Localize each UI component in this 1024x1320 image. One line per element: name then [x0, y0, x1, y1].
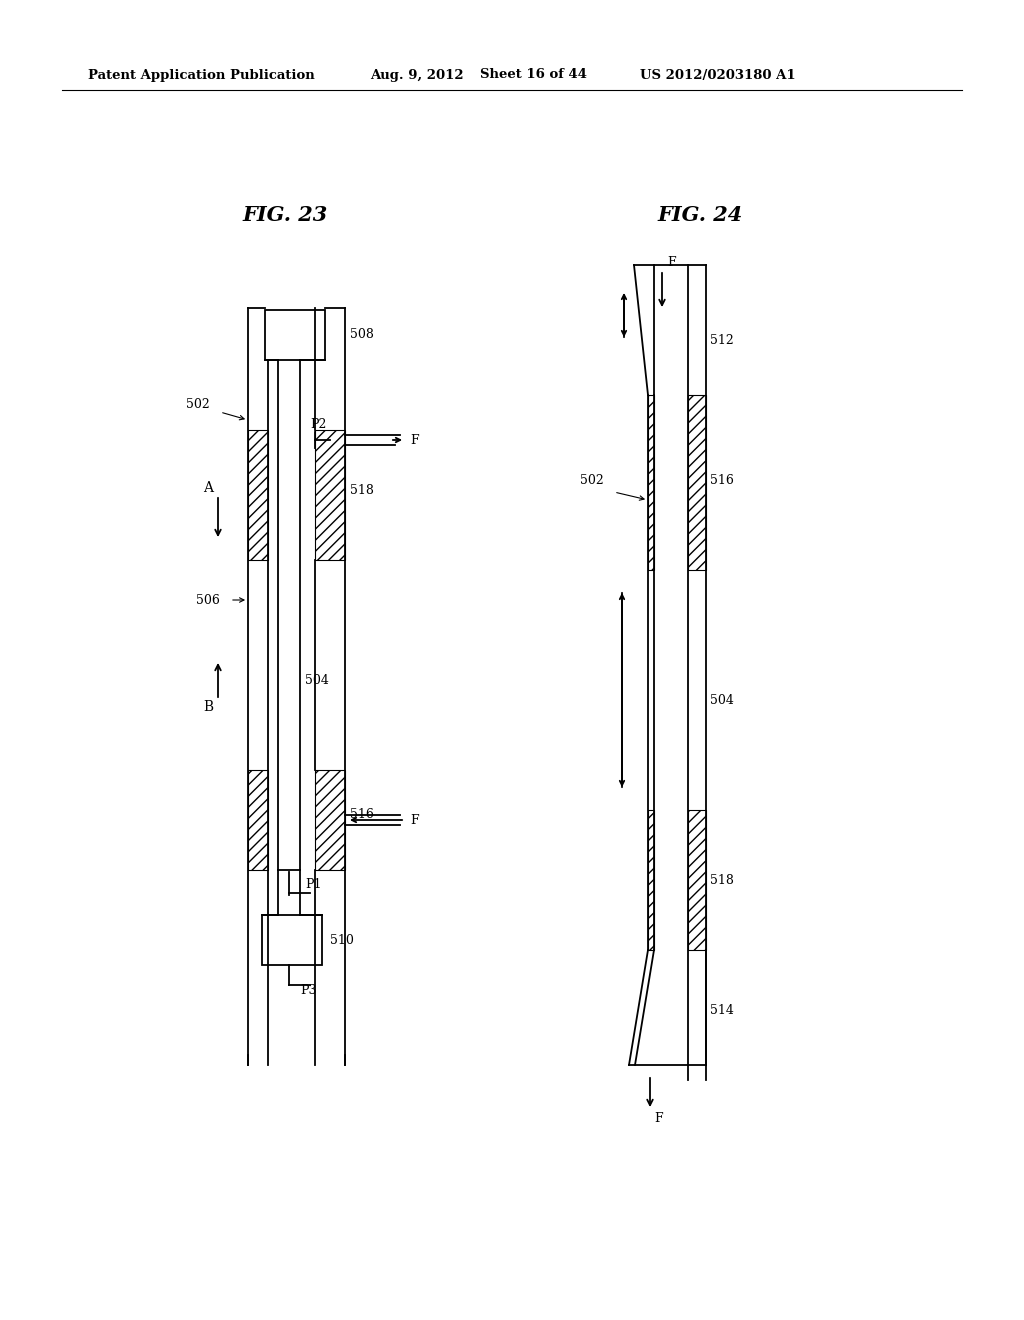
Text: F: F [654, 1111, 663, 1125]
Text: F: F [410, 433, 419, 446]
Bar [315, 770, 345, 870]
Text: US 2012/0203180 A1: US 2012/0203180 A1 [640, 69, 796, 82]
Bar [265, 310, 325, 360]
Bar [248, 770, 268, 870]
Text: 508: 508 [350, 329, 374, 342]
Text: 504: 504 [710, 693, 734, 706]
Text: FIG. 23: FIG. 23 [243, 205, 328, 224]
Text: P2: P2 [310, 418, 327, 432]
Text: P1: P1 [305, 879, 322, 891]
Text: 516: 516 [350, 808, 374, 821]
Text: 514: 514 [710, 1003, 734, 1016]
Text: 502: 502 [186, 399, 210, 412]
Text: Sheet 16 of 44: Sheet 16 of 44 [480, 69, 587, 82]
Text: P3: P3 [300, 983, 316, 997]
Text: 504: 504 [305, 673, 329, 686]
Text: 512: 512 [710, 334, 734, 346]
Bar [648, 810, 654, 950]
Text: F: F [667, 256, 676, 268]
Bar [648, 395, 654, 570]
Text: F: F [410, 813, 419, 826]
Bar [315, 430, 345, 560]
Text: 518: 518 [710, 874, 734, 887]
Text: A: A [203, 480, 213, 495]
Text: FIG. 24: FIG. 24 [657, 205, 742, 224]
Bar [248, 430, 268, 560]
Text: Patent Application Publication: Patent Application Publication [88, 69, 314, 82]
Bar [262, 915, 322, 965]
Text: B: B [203, 700, 213, 714]
Text: 506: 506 [196, 594, 220, 606]
Text: 502: 502 [580, 474, 604, 487]
Text: 518: 518 [350, 483, 374, 496]
Bar [688, 810, 706, 950]
Bar [688, 395, 706, 570]
Text: 510: 510 [330, 933, 354, 946]
Text: Aug. 9, 2012: Aug. 9, 2012 [370, 69, 464, 82]
Text: 516: 516 [710, 474, 734, 487]
